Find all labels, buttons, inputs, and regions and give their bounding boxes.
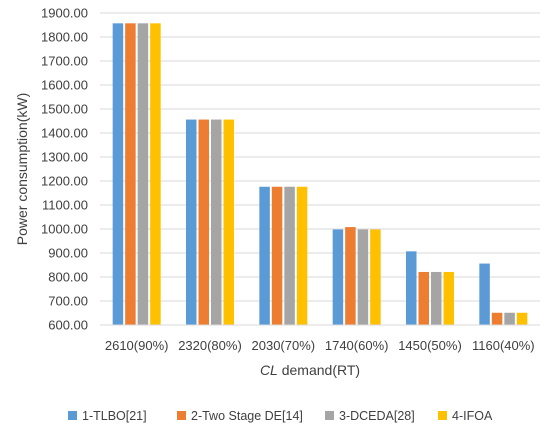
y-axis-title: Power consumption(kW) [14, 93, 30, 246]
y-tick-label: 900.00 [48, 246, 88, 261]
bar [357, 229, 369, 325]
x-axis-title: CL demand(RT) [260, 362, 360, 378]
y-tick-label: 800.00 [48, 270, 88, 285]
bar [406, 251, 417, 325]
bar [186, 119, 197, 325]
bar [491, 312, 503, 325]
x-tick-label: 1160(40%) [472, 338, 535, 353]
y-tick-label: 1600.00 [41, 78, 88, 93]
bar [345, 227, 356, 325]
legend-label: 4-IFOA [452, 409, 493, 423]
legend-swatch [68, 411, 77, 420]
legend: 1-TLBO[21] 2-Two Stage DE[14] 3-DCEDA[28] 4… [68, 409, 493, 423]
bar [370, 229, 381, 325]
bar [259, 186, 270, 325]
y-tick-label: 1400.00 [41, 126, 88, 141]
legend-label: 2-Two Stage DE[14] [191, 409, 303, 423]
bar [223, 119, 234, 325]
y-tick-label: 1200.00 [41, 174, 88, 189]
legend-swatch [438, 411, 447, 420]
y-tick-label: 1000.00 [41, 222, 88, 237]
x-axis-ticks: 2610(90%) 2320(80%) 2030(70%) 1740(60%) 1450… [105, 338, 535, 353]
bar [332, 229, 344, 325]
y-tick-label: 600.00 [48, 318, 88, 333]
bar [112, 23, 124, 325]
legend-swatch [177, 411, 186, 420]
bar [431, 271, 442, 325]
bar [296, 186, 308, 325]
x-tick-label: 2610(90%) [105, 338, 169, 353]
bar [516, 312, 528, 325]
y-tick-label: 1300.00 [41, 150, 88, 165]
x-tick-label: 1450(50%) [398, 338, 462, 353]
bars [112, 23, 528, 325]
bar [479, 263, 490, 325]
bar [271, 186, 283, 325]
bar [198, 119, 209, 325]
y-tick-label: 1900.00 [41, 6, 88, 21]
x-tick-label: 1740(60%) [325, 338, 389, 353]
y-tick-label: 1100.00 [42, 198, 88, 213]
bar [150, 23, 161, 325]
bar [284, 186, 295, 325]
x-tick-label: 2320(80%) [178, 338, 242, 353]
gridlines [100, 12, 540, 302]
y-tick-label: 1500.00 [41, 102, 88, 117]
bar [125, 23, 136, 325]
y-tick-label: 1700.00 [41, 54, 88, 69]
bar [137, 23, 149, 325]
x-tick-label: 2030(70%) [252, 338, 316, 353]
x-axis-title-italic: CL [260, 362, 278, 378]
legend-label: 3-DCEDA[28] [339, 409, 415, 423]
bar [443, 271, 454, 325]
y-axis-ticks: 600.00 700.00 800.00 900.00 1000.00 1100.00 12… [41, 6, 88, 333]
bar [418, 271, 429, 325]
bar [211, 119, 222, 325]
legend-label: 1-TLBO[21] [82, 409, 147, 423]
y-tick-label: 700.00 [48, 294, 88, 309]
y-tick-label: 1800.00 [41, 30, 88, 45]
bar [504, 312, 515, 325]
x-axis-title-rest: demand(RT) [278, 362, 360, 378]
legend-swatch [325, 411, 334, 420]
